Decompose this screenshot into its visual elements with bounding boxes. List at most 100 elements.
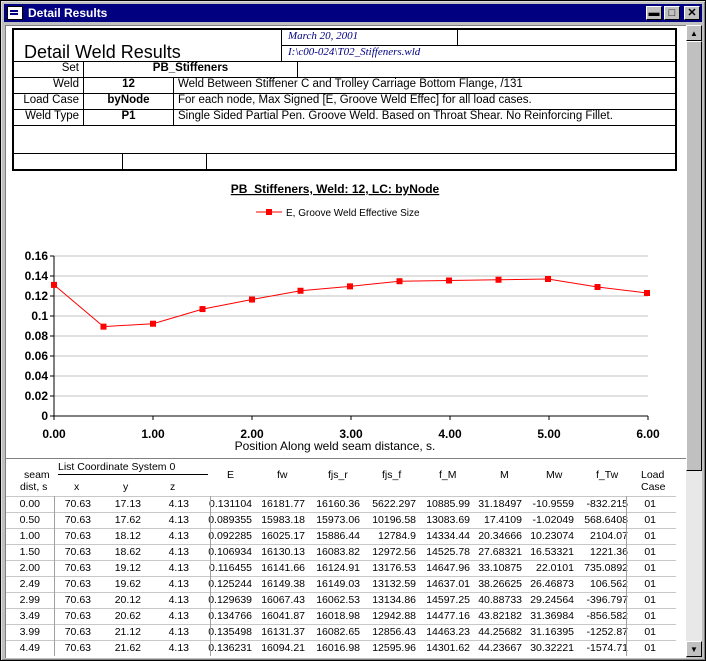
cell-e: 0.116455 [208,562,252,574]
cell-fjs-f: 12942.88 [372,610,416,622]
scroll-thumb[interactable] [686,41,702,471]
cell-mw: 31.16395 [530,626,574,638]
cell-mw: -1.02049 [532,514,574,526]
col-z: z [170,481,176,493]
cell-x: 70.63 [64,578,91,590]
col-m: M [500,469,509,481]
cell-f-tw: -1252.87 [586,626,628,638]
cell-fw: 16041.87 [261,610,305,622]
y-tick-label: 0.08 [25,329,49,343]
cell-fjs-f: 12856.43 [372,626,416,638]
cell-fjs-r: 16160.36 [316,498,360,510]
cell-m: 17.4109 [484,514,522,526]
cell-dist: 4.49 [19,642,40,654]
form-icon[interactable] [7,6,23,20]
column-divider [210,496,211,656]
cell-fjs-f: 5622.297 [372,498,416,510]
cell-fw: 16094.21 [261,642,305,654]
cell-f-tw: -396.797 [586,594,628,606]
cell-fw: 16067.43 [261,594,305,606]
cell-f-m: 14477.16 [426,610,470,622]
col-load: Load [641,469,665,481]
cell-z: 4.13 [168,546,189,558]
x-tick-label: 0.00 [42,427,66,441]
data-point [495,276,502,283]
legend-label: E, Groove Weld Effective Size [286,208,420,219]
col-fw: fw [277,469,288,481]
cell-x: 70.63 [64,594,91,606]
cell-fjs-f: 13176.53 [372,562,416,574]
scroll-down-button[interactable]: ▼ [686,641,702,657]
cell-f-m: 14463.23 [426,626,470,638]
column-divider [626,496,627,656]
cell-y: 20.62 [114,610,141,622]
y-tick-label: 0.16 [25,249,49,263]
table-row: 1.50 70.63 18.62 4.13 0.106934 16130.13 16083.… [6,544,676,561]
report-content: Detail Weld Results March 20, 2001 I:\c0… [5,25,686,658]
cell-m: 44.25682 [478,626,522,638]
x-tick-label: 4.00 [438,427,462,441]
cell-z: 4.13 [168,578,189,590]
report-header: Detail Weld Results March 20, 2001 I:\c0… [12,28,677,171]
cell-f-tw: 568.6408 [584,514,628,526]
cell-x: 70.63 [64,642,91,654]
table-header: seam dist, s List Coordinate System 0 x … [6,458,686,497]
cell-f-tw: 106.562 [590,578,628,590]
window-title: Detail Results [28,6,108,20]
data-point [644,290,651,296]
maximize-button[interactable]: □ [664,6,680,20]
cell-x: 70.63 [64,626,91,638]
y-tick-label: 0.02 [25,389,49,403]
cell-f-m: 14334.44 [426,530,470,542]
cell-y: 17.62 [114,514,141,526]
cell-mw: 16.53321 [530,546,574,558]
cell-dist: 1.00 [19,530,40,542]
cell-load-case: 01 [644,514,656,526]
load-case-description: For each node, Max Signed [E, Groove Wel… [174,94,675,110]
footer-cell-1 [14,154,123,169]
col-fjs-f: fjs_f [382,469,402,481]
cell-load-case: 01 [644,498,656,510]
col-e: E [227,469,235,481]
cell-f-m: 13083.69 [426,514,470,526]
cell-mw: 30.32221 [530,642,574,654]
cell-z: 4.13 [168,642,189,654]
cell-y: 17.13 [114,498,141,510]
cell-e: 0.106934 [208,546,252,558]
col-f-tw: f_Tw [596,469,619,481]
weld-type-label: Weld Type [14,110,84,126]
vertical-scrollbar[interactable]: ▲ ▼ [686,25,702,657]
cell-dist: 2.00 [19,562,40,574]
cell-fjs-f: 13134.86 [372,594,416,606]
cell-e: 0.136231 [208,642,252,654]
load-case-value: byNode [84,94,174,110]
cell-load-case: 01 [644,530,656,542]
cell-fjs-r: 15886.44 [316,530,360,542]
close-button[interactable]: ✕ [684,6,700,20]
cell-f-m: 14597.25 [426,594,470,606]
table-row: 2.99 70.63 20.12 4.13 0.129639 16067.43 16062.… [6,592,676,609]
table-row: 4.49 70.63 21.62 4.13 0.136231 16094.21 16016.… [6,640,676,657]
weld-size-chart: PB_Stiffeners, Weld: 12, LC: byNode E, G… [25,182,660,453]
cell-m: 27.68321 [478,546,522,558]
page-title: Detail Weld Results [14,30,282,62]
cell-e: 0.092285 [208,530,252,542]
cell-m: 20.34666 [478,530,522,542]
cell-f-tw: -1574.71 [586,642,628,654]
cell-e: 0.134766 [208,610,252,622]
cell-x: 70.63 [64,498,91,510]
cell-m: 38.26625 [478,578,522,590]
x-tick-label: 1.00 [141,427,165,441]
chart-title: PB_Stiffeners, Weld: 12, LC: byNode [231,182,440,196]
cell-z: 4.13 [168,514,189,526]
cell-f-m: 14637.01 [426,578,470,590]
cell-dist: 2.99 [19,594,40,606]
scroll-up-button[interactable]: ▲ [686,25,702,41]
y-tick-label: 0.12 [25,289,49,303]
title-bar[interactable]: Detail Results ▬ □ ✕ [4,4,702,22]
minimize-button[interactable]: ▬ [646,6,662,20]
col-coord-system: List Coordinate System 0 [58,461,176,473]
cell-load-case: 01 [644,546,656,558]
table-row: 0.00 70.63 17.13 4.13 0.131104 16181.77 16160.… [6,496,676,513]
cell-dist: 0.00 [19,498,40,510]
